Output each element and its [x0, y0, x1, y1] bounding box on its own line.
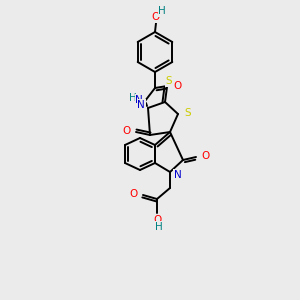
- Text: O: O: [173, 81, 181, 91]
- Text: O: O: [123, 126, 131, 136]
- Text: N: N: [137, 100, 145, 110]
- Text: O: O: [201, 151, 209, 161]
- Text: O: O: [154, 215, 162, 225]
- Text: H: H: [129, 93, 137, 103]
- Text: O: O: [130, 189, 138, 199]
- Text: N: N: [135, 95, 143, 105]
- Text: N: N: [174, 170, 182, 180]
- Text: S: S: [184, 108, 190, 118]
- Text: S: S: [166, 76, 172, 86]
- Text: H: H: [158, 6, 166, 16]
- Text: O: O: [152, 12, 160, 22]
- Text: H: H: [155, 222, 163, 232]
